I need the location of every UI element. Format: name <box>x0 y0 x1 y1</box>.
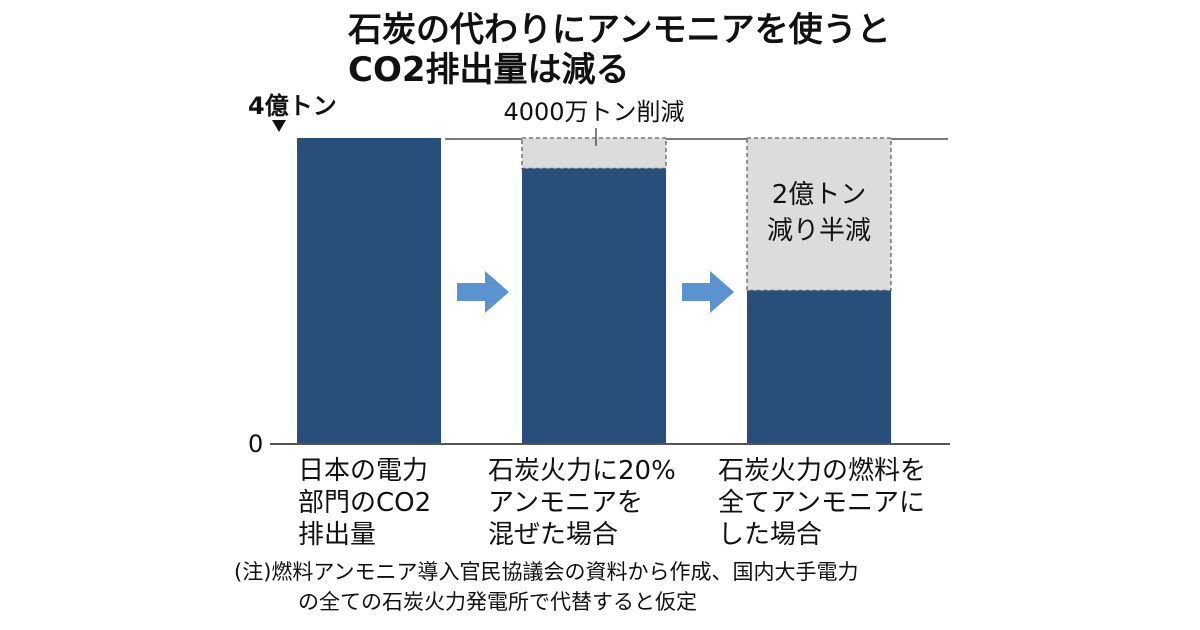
category-label-2: 石炭火力に20% アンモニアを 混ぜた場合 <box>488 456 676 550</box>
footnote: (注)燃料アンモニア導入官民協議会の資料から作成、国内大手電力 の全ての石炭火力… <box>234 557 859 617</box>
title-line-2: CO2排出量は減る <box>348 50 630 90</box>
footnote-line-2: の全ての石炭火力発電所で代替すると仮定 <box>298 590 697 614</box>
reduction-segment-3 <box>746 137 892 292</box>
arrow-right-icon-2 <box>682 271 734 313</box>
baseline <box>270 443 950 445</box>
category-label-1: 日本の電力 部門のCO2 排出量 <box>298 456 432 550</box>
reduction-label-2: 4000万トン削減 <box>503 98 684 126</box>
bar-2 <box>522 168 666 443</box>
category-label-3: 石炭火力の燃料を 全てアンモニアに した場合 <box>718 456 927 550</box>
bar-1 <box>297 138 441 443</box>
max-value-line <box>445 138 948 140</box>
chart-title: 石炭の代わりにアンモニアを使うと CO2排出量は減る <box>348 10 891 90</box>
title-line-1: 石炭の代わりにアンモニアを使うと <box>348 10 891 50</box>
arrow-right-icon-1 <box>457 271 509 313</box>
reduction-label-3-line-2: 減り半減 <box>767 216 871 246</box>
reduction-segment-2 <box>521 137 667 170</box>
zero-tick-label: 0 <box>248 430 264 458</box>
reduction-label-3-line-1: 2億トン <box>772 180 867 210</box>
bar-3 <box>747 290 891 443</box>
unit-arrow-icon <box>272 120 286 132</box>
footnote-line-1: (注)燃料アンモニア導入官民協議会の資料から作成、国内大手電力 <box>234 560 859 584</box>
y-axis-unit-label: 4億トン <box>248 92 337 120</box>
